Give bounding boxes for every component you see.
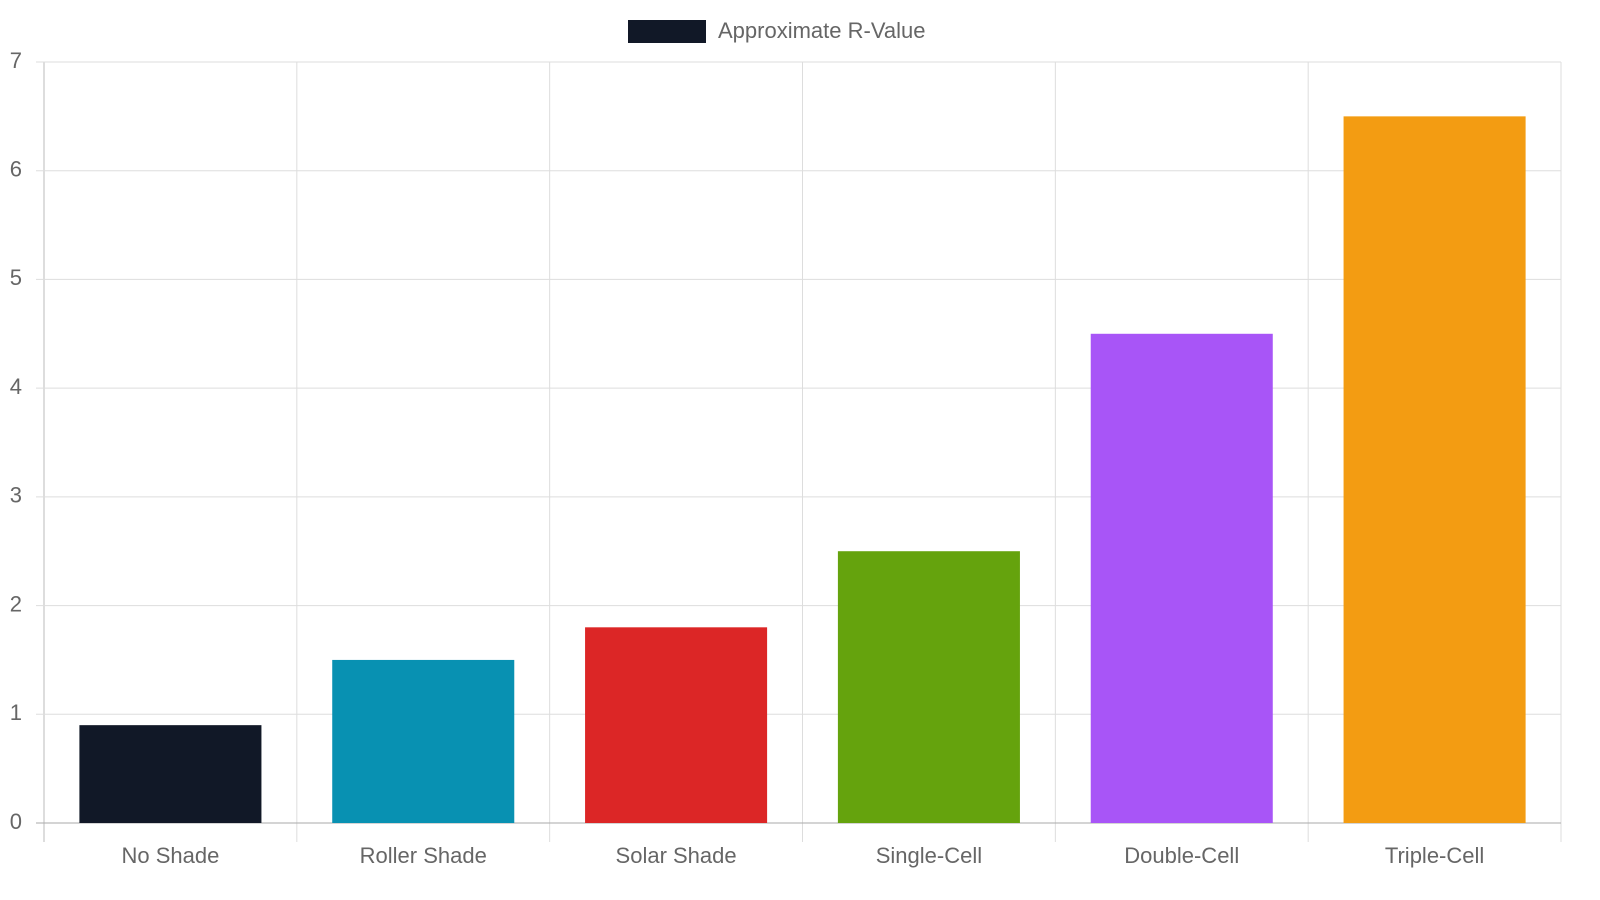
y-tick-label: 0 bbox=[10, 809, 22, 834]
y-tick-label: 5 bbox=[10, 265, 22, 290]
legend-label: Approximate R-Value bbox=[718, 18, 925, 43]
bar bbox=[332, 659, 515, 823]
x-tick-label: No Shade bbox=[121, 843, 219, 868]
bar bbox=[1090, 333, 1273, 823]
bar bbox=[585, 627, 768, 823]
y-tick-label: 2 bbox=[10, 591, 22, 616]
bar bbox=[837, 551, 1020, 823]
y-tick-label: 3 bbox=[10, 483, 22, 508]
y-tick-label: 7 bbox=[10, 48, 22, 73]
y-tick-label: 1 bbox=[10, 700, 22, 725]
y-tick-label: 6 bbox=[10, 157, 22, 182]
x-tick-label: Single-Cell bbox=[876, 843, 982, 868]
x-tick-label: Roller Shade bbox=[360, 843, 487, 868]
bar bbox=[1343, 116, 1526, 824]
x-tick-label: Solar Shade bbox=[616, 843, 737, 868]
legend-swatch bbox=[628, 20, 706, 43]
x-tick-label: Double-Cell bbox=[1124, 843, 1239, 868]
bar bbox=[79, 725, 262, 823]
y-tick-label: 4 bbox=[10, 374, 22, 399]
x-tick-label: Triple-Cell bbox=[1385, 843, 1484, 868]
